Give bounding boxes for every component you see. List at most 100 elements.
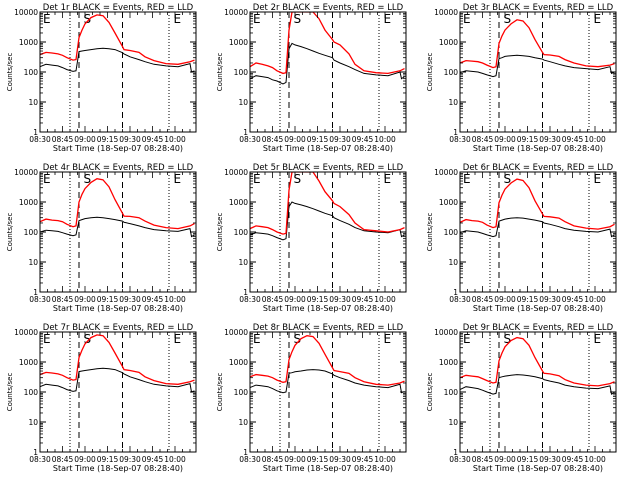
x-tick-label: 09:30 <box>119 295 141 304</box>
x-tick-label: 08:45 <box>52 455 74 464</box>
x-tick-label: 09:30 <box>119 135 141 144</box>
plot-frame <box>459 331 617 453</box>
y-tick-label: 1 <box>453 128 458 137</box>
x-tick-label: 08:30 <box>29 455 51 464</box>
panel-title: Det 3r BLACK = Events, RED = LLD <box>463 3 614 13</box>
y-tick-label: 10 <box>448 258 458 267</box>
series-line-events <box>460 374 615 395</box>
x-tick-label: 10:00 <box>374 455 396 464</box>
y-tick-label: 10000 <box>434 328 458 337</box>
x-tick-label: 09:00 <box>494 135 516 144</box>
marker-label: S <box>84 12 92 26</box>
y-tick-label: 1 <box>33 448 38 457</box>
x-tick-label: 08:45 <box>52 295 74 304</box>
y-tick-label: 1000 <box>229 358 248 367</box>
y-tick-label: 1000 <box>19 358 38 367</box>
x-tick-label: 09:30 <box>539 455 561 464</box>
y-tick-label: 1 <box>33 128 38 137</box>
x-axis-label: Start Time (18-Sep-07 08:28:40) <box>473 144 603 153</box>
marker-label: S <box>294 332 302 346</box>
x-tick-label: 09:00 <box>284 295 306 304</box>
x-tick-label: 09:45 <box>142 295 164 304</box>
y-tick-label: 10 <box>28 258 38 267</box>
x-tick-label: 09:00 <box>74 135 96 144</box>
series-line-lld <box>460 178 615 230</box>
x-tick-label: 09:15 <box>517 295 539 304</box>
x-tick-label: 08:30 <box>29 135 51 144</box>
x-tick-label: 09:45 <box>352 295 374 304</box>
y-tick-label: 10 <box>238 258 248 267</box>
y-axis-label: Counts/sec <box>426 213 434 252</box>
marker-label: S <box>504 332 512 346</box>
y-tick-label: 1 <box>453 288 458 297</box>
y-tick-label: 10000 <box>224 328 248 337</box>
x-tick-label: 08:30 <box>449 135 471 144</box>
series-line-lld <box>40 14 195 65</box>
y-tick-label: 1000 <box>19 38 38 47</box>
y-axis-label: Counts/sec <box>6 53 14 92</box>
y-tick-label: 10000 <box>14 168 38 177</box>
x-axis-label: Start Time (18-Sep-07 08:28:40) <box>53 144 183 153</box>
y-tick-label: 100 <box>444 68 459 77</box>
x-tick-label: 08:45 <box>262 295 284 304</box>
y-tick-label: 1000 <box>439 38 458 47</box>
y-axis-label: Counts/sec <box>6 213 14 252</box>
marker-label: E <box>594 172 602 186</box>
marker-label: E <box>463 172 471 186</box>
marker-label: E <box>174 332 182 346</box>
panel-title: Det 1r BLACK = Events, RED = LLD <box>43 3 194 13</box>
y-axis-label: Counts/sec <box>426 53 434 92</box>
y-tick-label: 10 <box>448 98 458 107</box>
marker-label: E <box>43 332 51 346</box>
x-tick-label: 10:00 <box>584 455 606 464</box>
panel-title: Det 2r BLACK = Events, RED = LLD <box>253 3 404 13</box>
x-tick-label: 09:15 <box>517 455 539 464</box>
series-line-lld <box>40 178 195 230</box>
series-line-lld <box>250 12 405 75</box>
y-tick-label: 10000 <box>434 168 458 177</box>
y-tick-label: 100 <box>444 388 459 397</box>
marker-label: E <box>384 332 392 346</box>
y-axis-label: Counts/sec <box>426 373 434 412</box>
y-tick-label: 100 <box>234 228 249 237</box>
marker-label: E <box>463 12 471 26</box>
y-tick-label: 100 <box>234 388 249 397</box>
y-tick-label: 1000 <box>19 198 38 207</box>
x-tick-label: 09:00 <box>494 295 516 304</box>
y-axis-label: Counts/sec <box>216 213 224 252</box>
x-tick-label: 09:45 <box>142 135 164 144</box>
x-tick-label: 09:30 <box>329 295 351 304</box>
y-tick-label: 1000 <box>229 38 248 47</box>
plot-frame <box>249 11 407 133</box>
x-tick-label: 09:00 <box>284 455 306 464</box>
series-line-events <box>460 217 615 238</box>
plot-frame <box>249 331 407 453</box>
y-tick-label: 10 <box>238 98 248 107</box>
y-tick-label: 10000 <box>14 328 38 337</box>
series-line-lld <box>460 336 615 387</box>
y-tick-label: 100 <box>24 68 39 77</box>
plot-frame <box>39 11 197 133</box>
x-tick-label: 09:45 <box>142 455 164 464</box>
panel-title: Det 7r BLACK = Events, RED = LLD <box>43 323 194 333</box>
x-tick-label: 10:00 <box>164 455 186 464</box>
marker-label: E <box>463 332 471 346</box>
marker-label: E <box>594 12 602 26</box>
marker-label: S <box>84 172 92 186</box>
panel-title: Det 6r BLACK = Events, RED = LLD <box>463 163 614 173</box>
x-tick-label: 08:30 <box>29 295 51 304</box>
marker-label: S <box>84 332 92 346</box>
marker-label: S <box>504 172 512 186</box>
marker-label: E <box>174 172 182 186</box>
series-line-lld <box>250 335 405 386</box>
y-tick-label: 10 <box>238 418 248 427</box>
x-tick-label: 09:45 <box>352 455 374 464</box>
x-tick-label: 09:15 <box>307 455 329 464</box>
x-tick-label: 09:30 <box>329 135 351 144</box>
